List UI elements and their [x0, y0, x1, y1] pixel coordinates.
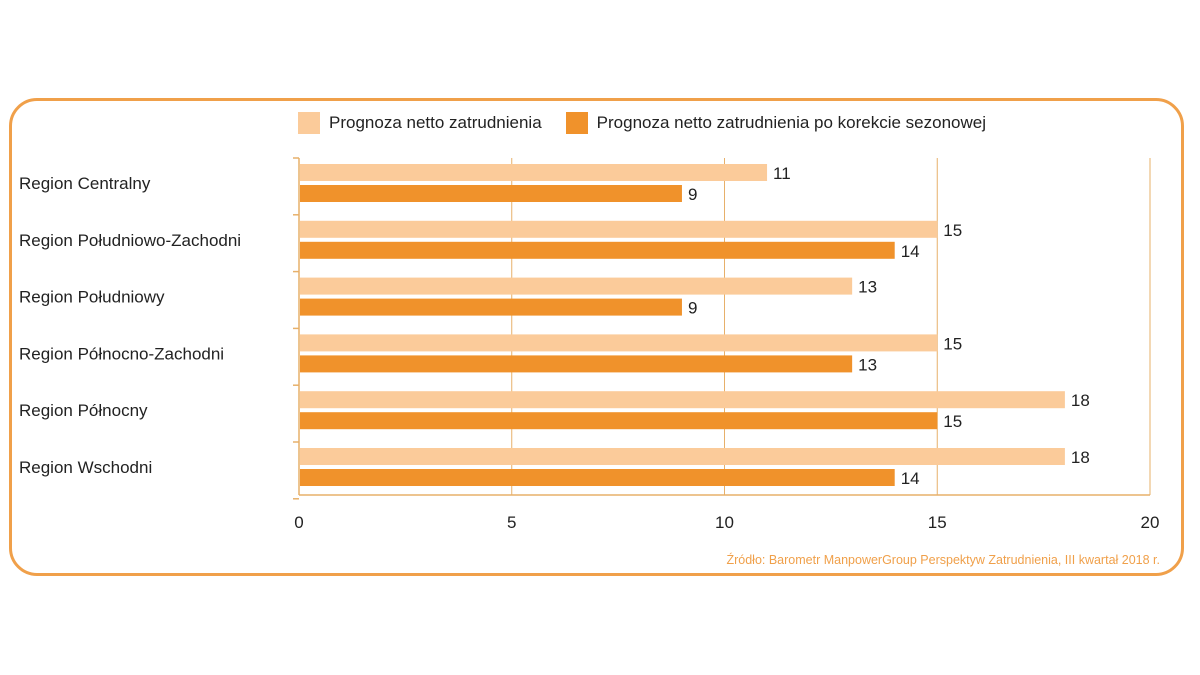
bar-prognoza: [300, 448, 1065, 465]
bar-prognoza-korekta: [300, 241, 895, 259]
legend-item-light: Prognoza netto zatrudnienia: [298, 112, 542, 134]
bar-prognoza: [300, 220, 938, 238]
chart-frame: [9, 98, 1184, 576]
data-label: 13: [858, 355, 877, 374]
data-label: 14: [901, 242, 920, 261]
category-label: Region Wschodni: [19, 458, 152, 477]
x-tick-label: 20: [1141, 513, 1160, 532]
data-label: 18: [1071, 391, 1090, 410]
bar-prognoza-korekta: [300, 469, 895, 486]
bar-prognoza: [300, 277, 853, 295]
x-tick-label: 5: [507, 513, 516, 532]
data-label: 11: [773, 164, 791, 183]
category-label: Region Południowo-Zachodni: [19, 231, 241, 250]
data-label: 15: [943, 412, 962, 431]
legend-swatch-dark: [565, 112, 588, 134]
x-tick-label: 15: [928, 513, 947, 532]
data-label: 15: [943, 221, 962, 240]
x-tick-label: 10: [715, 513, 734, 532]
category-label: Region Centralny: [19, 174, 151, 193]
data-label: 15: [943, 334, 962, 353]
legend: Prognoza netto zatrudnienia Prognoza net…: [298, 112, 1010, 134]
category-label: Region Południowy: [19, 288, 165, 307]
bar-prognoza: [300, 164, 768, 181]
bar-prognoza-korekta: [300, 185, 682, 202]
bar-prognoza-korekta: [300, 412, 938, 430]
legend-label-dark: Prognoza netto zatrudnienia po korekcie …: [596, 113, 987, 132]
data-label: 18: [1071, 448, 1090, 467]
category-label: Region Północny: [19, 401, 148, 420]
data-label: 9: [688, 185, 697, 204]
bar-prognoza-korekta: [300, 355, 853, 373]
source-note: Źródło: Barometr ManpowerGroup Perspekty…: [726, 553, 1160, 567]
x-tick-label: 0: [294, 513, 303, 532]
legend-item-dark: Prognoza netto zatrudnienia po korekcie …: [565, 112, 987, 134]
data-label: 13: [858, 278, 877, 297]
data-label: 9: [688, 299, 697, 318]
legend-swatch-light: [298, 112, 320, 134]
category-label: Region Północno-Zachodni: [19, 344, 224, 363]
data-label: 14: [901, 469, 920, 488]
bar-prognoza: [300, 334, 938, 352]
bar-prognoza: [300, 391, 1065, 409]
legend-label-light: Prognoza netto zatrudnienia: [329, 113, 542, 132]
bar-prognoza-korekta: [300, 298, 682, 316]
